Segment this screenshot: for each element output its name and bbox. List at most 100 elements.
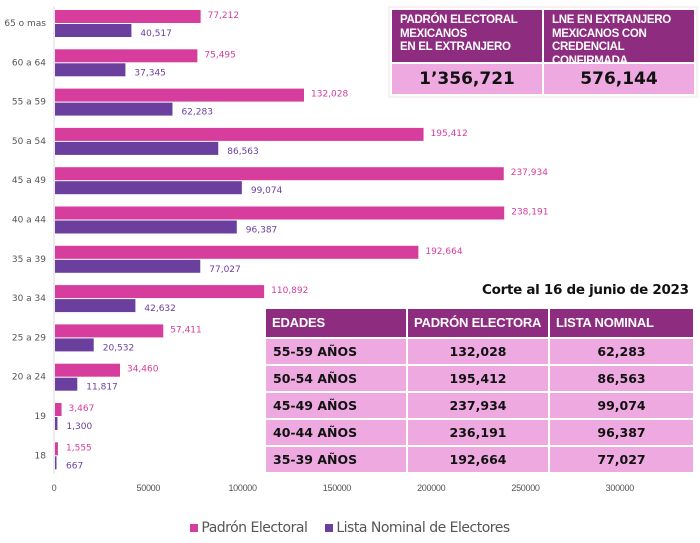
bar-padron: [55, 363, 120, 377]
value-label-lista: 11,817: [86, 383, 118, 393]
table-cell-lista: 99,074: [550, 393, 693, 418]
category-label: 40 a 44: [12, 216, 46, 226]
bar-padron: [55, 206, 505, 220]
bar-padron: [55, 88, 305, 102]
bar-lista: [55, 181, 242, 195]
category-label: 45 a 49: [12, 176, 46, 186]
bar-lista: [55, 338, 94, 352]
value-label-padron: 192,664: [425, 247, 462, 257]
table-header-edades: EDADES: [266, 309, 406, 337]
summary-header-lne: LNE EN EXTRANJERO MEXICANOS CON CREDENCI…: [544, 10, 694, 67]
value-label-lista: 20,532: [103, 343, 135, 353]
x-tick-label: 100000: [228, 483, 257, 493]
bar-padron: [55, 442, 58, 456]
x-tick-label: 300000: [606, 483, 635, 493]
chart-legend: Padrón Electoral Lista Nominal de Electo…: [0, 520, 700, 536]
table-cell-lista: 77,027: [550, 447, 693, 472]
value-label-lista: 62,283: [181, 108, 213, 118]
table-cell-padron: 237,934: [408, 393, 548, 418]
bar-padron: [55, 245, 419, 259]
summary-header-line: PADRÓN ELECTORAL: [400, 14, 518, 26]
value-label-padron: 238,191: [511, 208, 548, 218]
table-cell-lista: 62,283: [550, 339, 693, 364]
category-label: 35 a 39: [12, 255, 46, 265]
category-label: 25 a 29: [12, 333, 46, 343]
x-tick-label: 50000: [137, 483, 161, 493]
category-label: 55 a 59: [12, 98, 46, 108]
bar-lista: [55, 456, 57, 470]
value-label-lista: 86,563: [227, 147, 259, 157]
legend-item-padron: Padrón Electoral: [190, 520, 308, 536]
value-label-lista: 37,345: [134, 68, 166, 78]
legend-label-lista: Lista Nominal de Electores: [336, 520, 510, 536]
x-tick-label: 200000: [417, 483, 446, 493]
category-label: 30 a 34: [12, 294, 46, 304]
table-header-padron: PADRÓN ELECTORA: [408, 309, 548, 337]
legend-item-lista: Lista Nominal de Electores: [325, 520, 510, 536]
summary-value-padron: 1’356,721: [392, 64, 542, 94]
legend-swatch-lista: [325, 524, 334, 532]
bar-lista: [55, 220, 237, 234]
value-label-lista: 42,632: [144, 304, 176, 314]
date-note: Corte al 16 de junio de 2023: [482, 282, 689, 298]
table-cell-age: 35-39 AÑOS: [266, 447, 406, 472]
x-axis-ticks: 0 50000 100000 150000 200000 250000 300000: [52, 483, 635, 493]
age-table: EDADES PADRÓN ELECTORA LISTA NOMINAL 55-…: [264, 307, 695, 474]
category-label: 20 a 24: [12, 373, 46, 383]
value-label-padron: 132,028: [311, 90, 348, 100]
value-label-lista: 667: [66, 461, 83, 471]
bar-padron: [55, 167, 504, 181]
table-cell-padron: 192,664: [408, 447, 548, 472]
value-label-padron: 75,495: [204, 50, 236, 60]
summary-header-padron: PADRÓN ELECTORAL MEXICANOS EN EL EXTRANJ…: [392, 10, 542, 62]
value-label-lista: 96,387: [246, 226, 278, 236]
summary-header-line: LNE EN EXTRANJERO: [552, 14, 671, 26]
value-label-lista: 1,300: [66, 422, 92, 432]
bar-lista: [55, 63, 126, 77]
bar-lista: [55, 102, 173, 116]
bar-lista: [55, 259, 201, 273]
category-label: 50 a 54: [12, 137, 46, 147]
value-label-lista: 99,074: [251, 186, 283, 196]
bar-padron: [55, 324, 164, 338]
bar-padron: [55, 127, 424, 141]
bar-lista: [55, 299, 136, 313]
value-labels: 77,212 40,517 75,495 37,345 132,028 62,283 195…: [66, 11, 548, 471]
bar-padron: [55, 403, 62, 416]
value-label-padron: 77,212: [208, 11, 240, 21]
x-tick-label: 250000: [511, 483, 540, 493]
category-label: 60 a 64: [12, 58, 46, 68]
value-label-padron: 57,411: [170, 325, 202, 335]
value-label-padron: 34,460: [127, 365, 159, 375]
value-label-padron: 110,892: [271, 286, 308, 296]
summary-header-line: MEXICANOS: [400, 27, 467, 40]
summary-header-line: EN EL EXTRANJERO: [400, 41, 511, 53]
value-label-padron: 195,412: [431, 129, 468, 139]
value-label-padron: 3,467: [69, 404, 95, 414]
table-cell-padron: 236,191: [408, 420, 548, 445]
x-tick-label: 0: [52, 483, 57, 493]
table-cell-age: 40-44 AÑOS: [266, 420, 406, 445]
summary-header-line: MEXICANOS CON: [552, 27, 647, 40]
table-cell-lista: 96,387: [550, 420, 693, 445]
table-cell-lista: 86,563: [550, 366, 693, 391]
summary-value-lne: 576,144: [544, 64, 694, 94]
table-cell-padron: 195,412: [408, 366, 548, 391]
bar-padron: [55, 285, 265, 299]
value-label-lista: 77,027: [209, 265, 241, 275]
summary-header-line: CREDENCIAL CONFIRMADA: [552, 41, 628, 67]
bar-lista: [55, 24, 132, 37]
category-labels: 65 o mas 60 a 64 55 a 59 50 a 54 45 a 49 40 a…: [4, 19, 46, 461]
table-cell-age: 45-49 AÑOS: [266, 393, 406, 418]
bar-lista: [55, 377, 78, 391]
bar-lista: [55, 417, 58, 430]
legend-label-padron: Padrón Electoral: [201, 520, 308, 536]
table-cell-age: 50-54 AÑOS: [266, 366, 406, 391]
value-label-padron: 1,555: [66, 443, 92, 453]
value-label-padron: 237,934: [511, 168, 548, 178]
category-label: 18: [35, 451, 47, 461]
legend-swatch-padron: [190, 524, 199, 532]
category-label: 65 o mas: [4, 19, 46, 29]
bars: [55, 10, 505, 470]
